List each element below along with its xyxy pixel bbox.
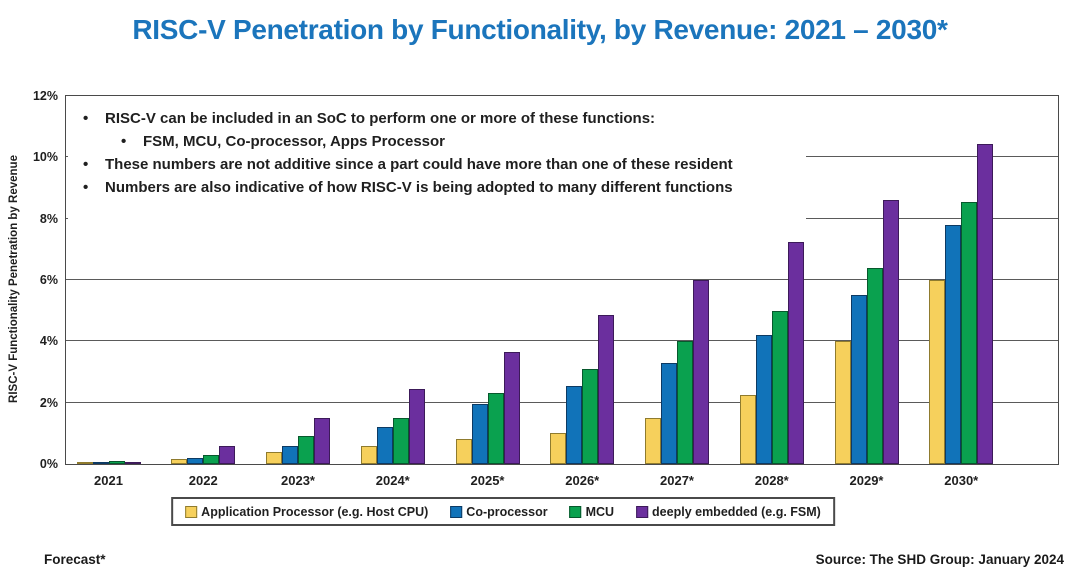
annotation-bullet-0: • RISC-V can be included in an SoC to per… (68, 107, 806, 130)
x-label-2028: 2028* (754, 473, 789, 488)
x-label-2027: 2027* (660, 473, 694, 488)
y-tick-2pct: 2% (39, 395, 58, 410)
bar-2023-series-1 (282, 445, 298, 464)
bar-2028-series-2 (771, 310, 788, 464)
x-label-2030: 2030* (944, 473, 979, 488)
bar-2027-series-2 (677, 341, 693, 464)
bar-2024-series-3 (408, 388, 425, 464)
annotation-text: Numbers are also indicative of how RISC-… (105, 179, 733, 196)
bar-2028-series-1 (755, 335, 772, 464)
bar-2025-series-0 (455, 439, 472, 464)
source-note: Source: The SHD Group: January 2024 (815, 552, 1064, 567)
bar-2029-series-3 (882, 200, 899, 464)
y-tick-4pct: 4% (39, 334, 58, 349)
legend-swatch-icon (569, 505, 582, 518)
bar-2027-series-3 (693, 280, 709, 464)
bar-2025-series-1 (471, 404, 488, 464)
bar-2022-series-0 (171, 459, 188, 464)
forecast-note: Forecast* (44, 552, 106, 567)
y-tick-0pct: 0% (39, 457, 58, 471)
bullet-icon: • (121, 133, 127, 150)
legend-label: deeply embedded (e.g. FSM) (652, 504, 821, 519)
legend-item-1: Co-processor (450, 504, 548, 519)
legend: Application Processor (e.g. Host CPU) Co-… (171, 497, 835, 526)
bar-2026-series-1 (566, 385, 583, 464)
x-label-2021: 2021 (94, 473, 123, 488)
annotation-bullet-2: • These numbers are not additive since a … (68, 153, 806, 176)
annotation-bullet-3: • Numbers are also indicative of how RISC… (68, 176, 806, 199)
bar-2030-series-2 (961, 201, 978, 464)
gridline-6pct (66, 279, 1058, 280)
legend-label: MCU (585, 504, 615, 519)
bar-2030-series-0 (929, 280, 946, 464)
bar-2023-series-3 (314, 418, 330, 464)
bar-2022-series-3 (219, 445, 236, 464)
y-tick-12pct: 12% (32, 89, 58, 103)
y-tick-8pct: 8% (39, 211, 58, 226)
annotation-text: RISC-V can be included in an SoC to perf… (105, 110, 656, 127)
bar-2021-series-1 (92, 461, 109, 464)
legend-swatch-icon (636, 505, 649, 518)
legend-label: Co-processor (466, 504, 548, 519)
bar-2028-series-0 (739, 395, 756, 464)
legend-label: Application Processor (e.g. Host CPU) (201, 504, 429, 519)
annotation-bullet-1: • FSM, MCU, Co-processor, Apps Processor (68, 130, 806, 153)
x-label-2022: 2022 (188, 473, 218, 488)
x-label-2029: 2029* (849, 473, 884, 488)
legend-item-0: Application Processor (e.g. Host CPU) (185, 505, 428, 519)
x-label-2023: 2023* (281, 473, 315, 488)
bullet-icon: • (83, 179, 89, 196)
bar-2030-series-1 (945, 224, 962, 464)
bar-2025-series-3 (503, 352, 520, 464)
bar-2029-series-2 (866, 267, 883, 464)
bar-2028-series-3 (787, 241, 804, 464)
bar-2023-series-2 (298, 436, 314, 464)
bar-2021-series-2 (108, 460, 125, 464)
x-label-2024: 2024* (375, 473, 410, 488)
legend-swatch-icon (185, 505, 198, 518)
plot-area: • RISC-V can be included in an SoC to per… (33, 89, 1059, 488)
x-label-2026: 2026* (565, 473, 600, 488)
bar-2026-series-3 (598, 315, 615, 464)
legend-swatch-icon (450, 505, 463, 518)
annotation-text: FSM, MCU, Co-processor, Apps Processor (143, 133, 446, 150)
x-label-2025: 2025* (470, 473, 505, 488)
bar-2029-series-1 (850, 295, 867, 464)
gridline-2pct (66, 401, 1058, 403)
annotation-box: • RISC-V can be included in an SoC to per… (68, 98, 806, 228)
legend-item-2: MCU (569, 504, 615, 519)
bar-2030-series-3 (977, 143, 994, 464)
bar-2023-series-0 (266, 451, 282, 464)
legend-item-3: deeply embedded (e.g. FSM) (636, 505, 821, 519)
bar-2025-series-2 (487, 393, 504, 464)
bar-2027-series-0 (645, 418, 661, 464)
bullet-icon: • (83, 110, 89, 127)
bar-2022-series-2 (203, 454, 220, 464)
bar-2026-series-2 (582, 368, 599, 464)
gridline-4pct (66, 340, 1058, 342)
y-tick-6pct: 6% (39, 273, 58, 287)
bullet-icon: • (83, 156, 89, 173)
y-tick-10pct: 10% (32, 150, 58, 165)
bar-2026-series-0 (550, 433, 567, 464)
chart-title: RISC-V Penetration by Functionality, by … (132, 14, 948, 45)
bar-2024-series-2 (392, 418, 409, 464)
annotation-text: These numbers are not additive since a p… (105, 156, 733, 173)
bar-2022-series-1 (187, 457, 204, 464)
bar-2021-series-0 (76, 462, 93, 464)
bar-2027-series-1 (661, 362, 677, 464)
bar-2024-series-1 (376, 427, 393, 464)
bar-2021-series-3 (124, 461, 141, 464)
bar-2024-series-0 (360, 445, 377, 464)
bar-2029-series-0 (834, 341, 851, 464)
